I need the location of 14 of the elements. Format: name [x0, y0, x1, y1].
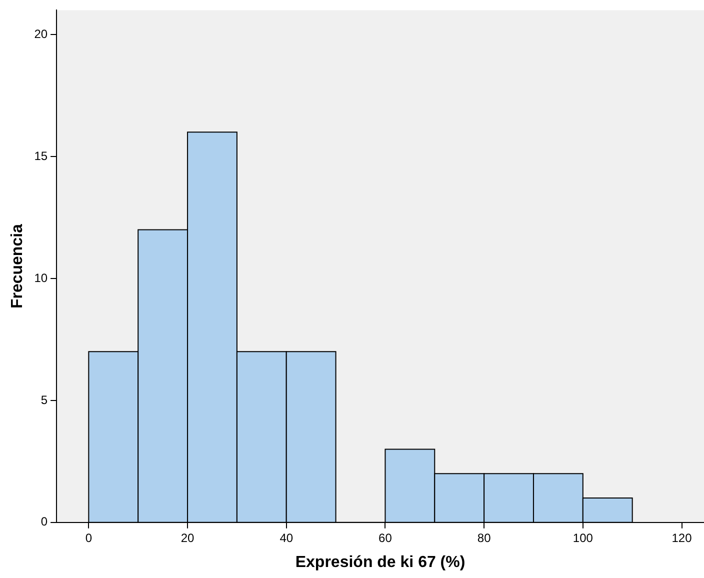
x-axis-title: Expresión de ki 67 (%) [295, 554, 466, 571]
x-tick-label: 0 [85, 530, 92, 545]
x-tick-label: 100 [572, 530, 594, 545]
x-tick-label: 60 [378, 530, 392, 545]
y-tick-label: 10 [34, 270, 48, 285]
y-axis-title: Frecuencia [9, 224, 26, 309]
y-tick-label: 5 [40, 392, 48, 407]
x-tick-label: 120 [672, 530, 692, 545]
y-tick-label: 20 [34, 26, 48, 41]
x-tick-label: 20 [180, 530, 195, 545]
x-tick-label: 80 [477, 530, 492, 545]
y-tick-label: 15 [34, 148, 48, 163]
y-tick-label: 0 [40, 514, 48, 529]
x-tick-label: 40 [280, 530, 294, 545]
